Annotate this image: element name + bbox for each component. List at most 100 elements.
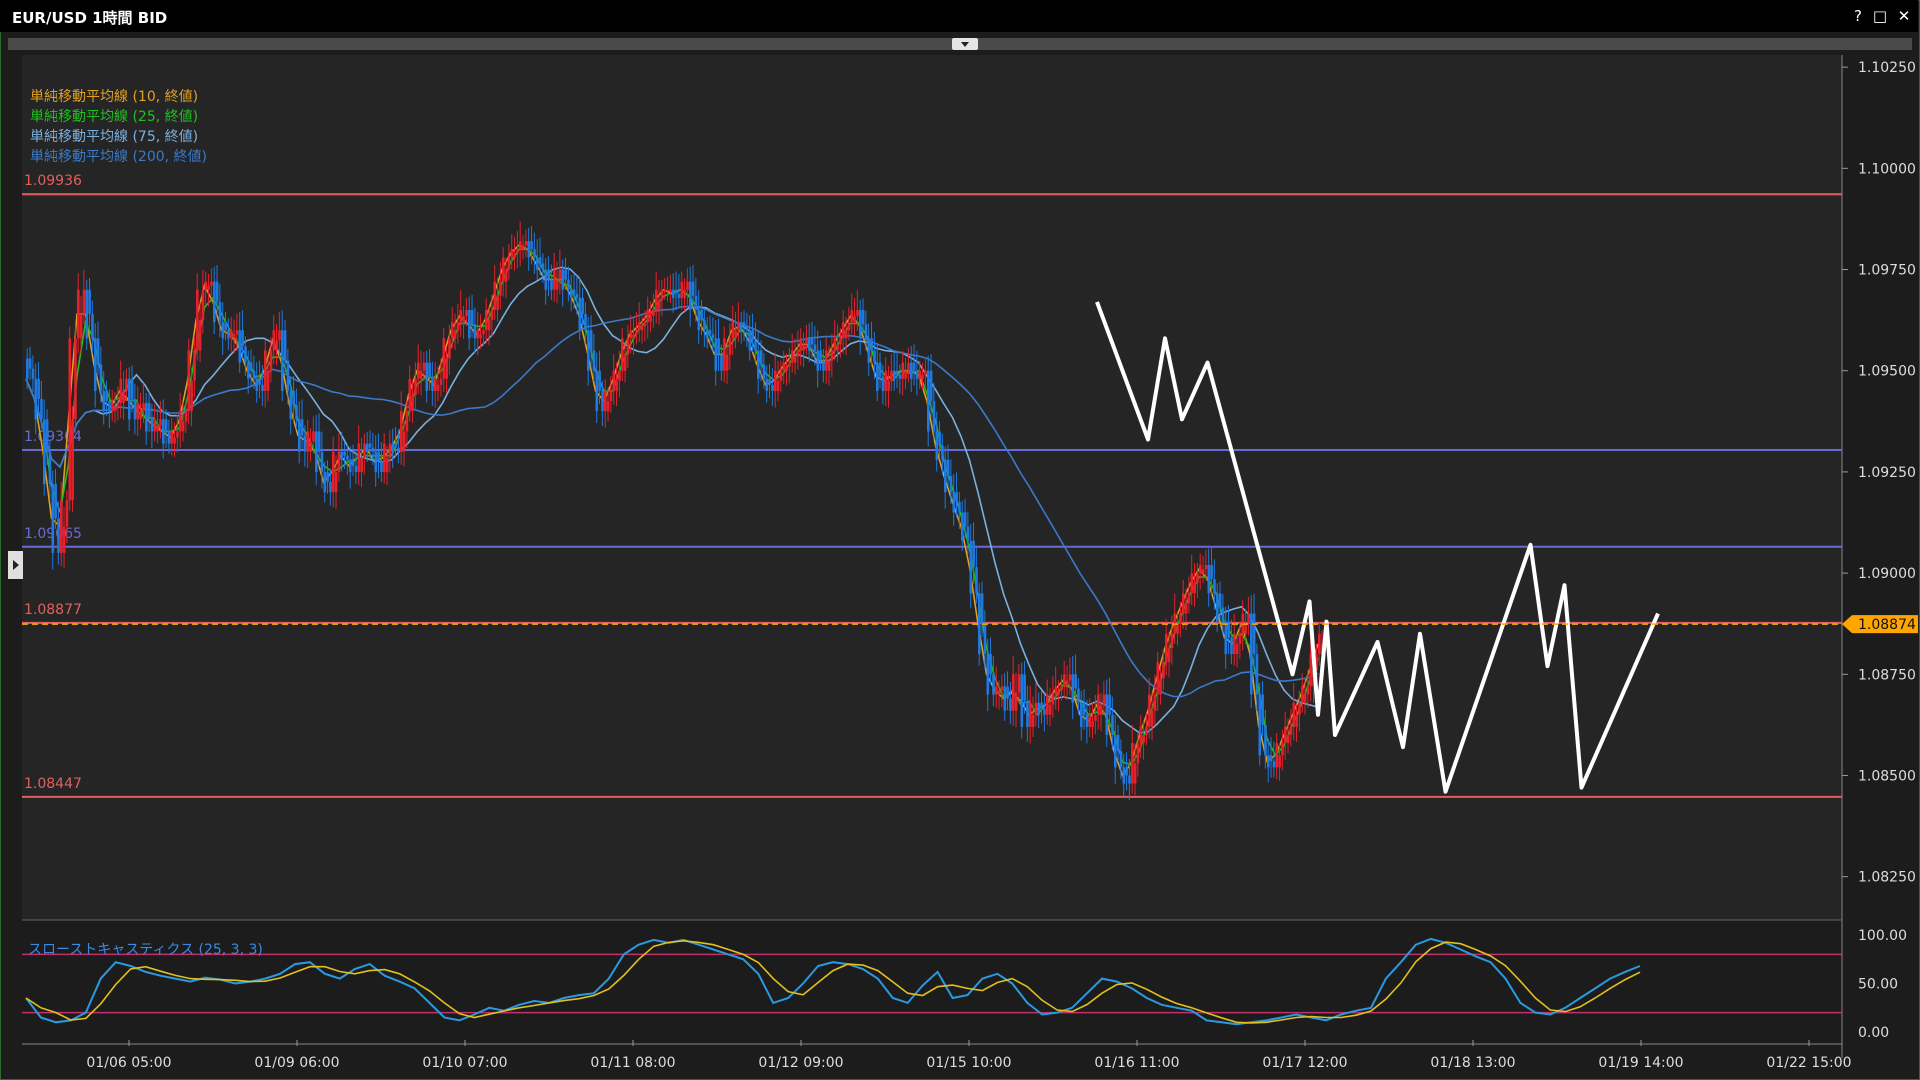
candle-body[interactable] — [683, 289, 686, 298]
candle-body[interactable] — [1077, 688, 1080, 703]
candle-body[interactable] — [589, 330, 593, 351]
candle-body[interactable] — [422, 362, 426, 371]
candle-body[interactable] — [1136, 743, 1140, 764]
candle-body[interactable] — [555, 279, 559, 290]
candle-body[interactable] — [946, 459, 950, 476]
candle-body[interactable] — [1029, 702, 1032, 727]
candle-body[interactable] — [575, 293, 579, 298]
candle-body[interactable] — [1142, 735, 1145, 744]
candle-body[interactable] — [213, 281, 216, 323]
candle-body[interactable] — [561, 269, 565, 290]
candle-body[interactable] — [150, 417, 154, 432]
candle-body[interactable] — [1122, 767, 1126, 784]
candle-body[interactable] — [162, 419, 165, 444]
candle-body[interactable] — [861, 310, 865, 325]
candle-body[interactable] — [346, 455, 349, 460]
candle-body[interactable] — [1289, 726, 1293, 735]
candle-body[interactable] — [1267, 755, 1270, 768]
candle-body[interactable] — [519, 241, 522, 250]
candle-body[interactable] — [1193, 583, 1196, 594]
candle-body[interactable] — [255, 378, 259, 391]
candle-body[interactable] — [680, 281, 684, 298]
candle-body[interactable] — [816, 350, 820, 371]
candle-body[interactable] — [1213, 579, 1216, 594]
candle-body[interactable] — [1034, 702, 1038, 715]
candle-body[interactable] — [796, 350, 800, 357]
candle-body[interactable] — [295, 405, 298, 420]
candle-body[interactable] — [516, 249, 519, 254]
candle-body[interactable] — [1255, 654, 1259, 695]
candle-body[interactable] — [88, 289, 91, 315]
candle-body[interactable] — [405, 411, 409, 432]
candle-body[interactable] — [1170, 633, 1174, 648]
candle-body[interactable] — [521, 245, 525, 250]
candle-body[interactable] — [1065, 680, 1069, 687]
candle-body[interactable] — [1026, 700, 1029, 727]
candle-body[interactable] — [31, 368, 35, 379]
candle-body[interactable] — [320, 451, 324, 472]
candle-body[interactable] — [1275, 743, 1279, 768]
candle-body[interactable] — [740, 322, 743, 331]
candle-body[interactable] — [1023, 674, 1026, 701]
candle-body[interactable] — [1063, 674, 1066, 687]
candle-body[interactable] — [810, 338, 814, 345]
candle-body[interactable] — [1306, 686, 1310, 695]
candle-body[interactable] — [57, 518, 60, 553]
candle-body[interactable] — [133, 399, 137, 420]
candle-body[interactable] — [714, 338, 718, 371]
candle-body[interactable] — [808, 338, 811, 351]
candle-body[interactable] — [768, 378, 771, 385]
maximize-icon[interactable]: □ — [1872, 7, 1888, 25]
candle-body[interactable] — [830, 350, 834, 361]
candle-body[interactable] — [156, 425, 159, 432]
candle-body[interactable] — [1003, 686, 1007, 711]
candle-body[interactable] — [1281, 743, 1284, 756]
candle-body[interactable] — [1179, 613, 1182, 624]
candle-body[interactable] — [969, 540, 973, 594]
candle-body[interactable] — [915, 370, 919, 379]
candle-body[interactable] — [272, 330, 276, 351]
candle-body[interactable] — [136, 403, 140, 420]
candle-body[interactable] — [853, 316, 856, 323]
candle-body[interactable] — [938, 431, 941, 446]
candle-body[interactable] — [142, 403, 145, 412]
candle-body[interactable] — [201, 289, 205, 321]
candle-body[interactable] — [487, 320, 491, 331]
candle-body[interactable] — [113, 407, 117, 412]
candle-body[interactable] — [1165, 633, 1168, 663]
candle-body[interactable] — [414, 378, 417, 395]
candle-body[interactable] — [411, 395, 414, 412]
candle-body[interactable] — [745, 326, 749, 331]
candle-body[interactable] — [340, 451, 344, 460]
candle-body[interactable] — [1190, 573, 1194, 594]
candle-body[interactable] — [139, 411, 142, 420]
candle-body[interactable] — [1102, 694, 1106, 705]
candle-body[interactable] — [604, 390, 607, 412]
candle-body[interactable] — [470, 310, 474, 325]
candle-body[interactable] — [1071, 674, 1075, 703]
candle-body[interactable] — [598, 370, 601, 391]
candle-body[interactable] — [111, 403, 114, 412]
candle-body[interactable] — [629, 330, 633, 339]
candle-body[interactable] — [867, 338, 871, 363]
candle-body[interactable] — [536, 257, 539, 270]
candle-body[interactable] — [1167, 647, 1171, 663]
candle-body[interactable] — [663, 289, 667, 292]
candle-body[interactable] — [992, 674, 995, 695]
candle-body[interactable] — [507, 257, 511, 270]
candle-body[interactable] — [45, 419, 49, 452]
candle-body[interactable] — [1286, 735, 1290, 744]
candle-body[interactable] — [615, 380, 618, 391]
candle-body[interactable] — [232, 334, 236, 339]
candle-body[interactable] — [105, 390, 108, 402]
candle-body[interactable] — [876, 362, 879, 391]
candle-body[interactable] — [1068, 674, 1072, 681]
candle-body[interactable] — [1125, 767, 1128, 776]
candle-body[interactable] — [1000, 686, 1004, 691]
candle-body[interactable] — [247, 362, 250, 379]
candle-body[interactable] — [28, 358, 32, 369]
candle-body[interactable] — [1207, 565, 1211, 594]
candle-body[interactable] — [706, 330, 709, 339]
candle-body[interactable] — [173, 437, 176, 444]
candle-body[interactable] — [839, 338, 842, 345]
